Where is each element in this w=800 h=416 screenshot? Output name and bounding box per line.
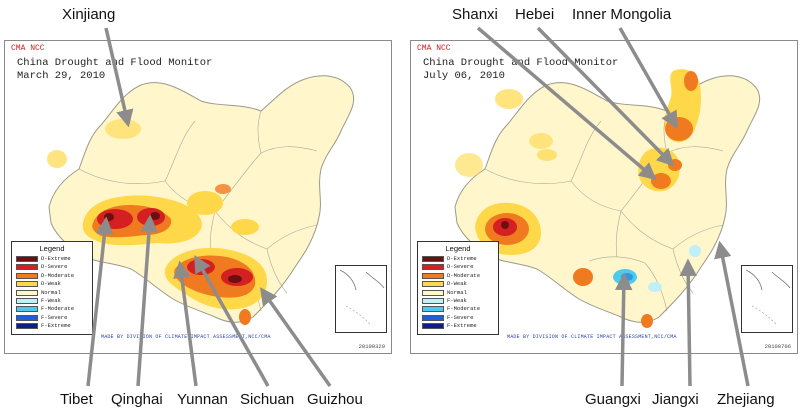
legend-swatch	[422, 264, 444, 271]
inset-map	[339, 269, 385, 325]
legend-swatch	[422, 281, 444, 288]
legend-item-d-weak: D-Weak	[422, 280, 496, 288]
legend-item-f-moderate: F-Moderate	[422, 305, 496, 313]
legend-label: D-Severe	[447, 263, 474, 271]
label-tibet: Tibet	[60, 391, 93, 408]
legend-label: F-Severe	[41, 313, 68, 321]
legend-swatch	[16, 298, 38, 304]
legend-item-f-weak: F-Weak	[422, 297, 496, 305]
label-hebei: Hebei	[515, 6, 555, 23]
label-guizhou: Guizhou	[307, 391, 363, 408]
map-panel-march: CMA NCC China Drought and Flood Monitor …	[4, 40, 392, 354]
label-xinjiang: Xinjiang	[62, 6, 116, 23]
legend-item-f-extreme: F-Extreme	[422, 322, 496, 330]
legend-label: Normal	[41, 288, 61, 296]
legend-title: Legend	[445, 244, 471, 253]
legend-swatch	[16, 281, 38, 288]
legend-item-normal: Normal	[422, 288, 496, 297]
label-zhejiang: Zhejiang	[717, 391, 775, 408]
legend-label: D-Weak	[41, 280, 61, 288]
legend-swatch	[422, 323, 444, 330]
legend-label: D-Severe	[41, 263, 68, 271]
map-title: China Drought and Flood Monitor	[423, 57, 619, 69]
label-sichuan: Sichuan	[240, 391, 295, 408]
legend-swatch	[422, 306, 444, 313]
credit-text: MADE BY DIVISION OF CLIMATE IMPACT ASSES…	[507, 334, 677, 340]
agency-logo-text: CMA NCC	[417, 44, 451, 53]
legend-label: F-Weak	[41, 297, 61, 304]
label-yunnan: Yunnan	[177, 391, 228, 408]
label-jiangxi: Jiangxi	[652, 391, 699, 408]
label-inner-mongolia: Inner Mongolia	[572, 6, 672, 23]
legend-swatch	[422, 298, 444, 304]
legend-item-normal: Normal	[16, 288, 90, 297]
legend-swatch	[16, 264, 38, 271]
legend-swatch	[422, 256, 444, 262]
legend-swatch	[16, 256, 38, 262]
legend-label: F-Extreme	[447, 322, 477, 330]
legend-swatch	[16, 272, 38, 279]
legend-label: D-Extreme	[41, 255, 71, 262]
legend-swatch	[16, 306, 38, 313]
legend-swatch	[422, 289, 444, 296]
legend-label: F-Severe	[447, 313, 474, 321]
legend-label: F-Weak	[447, 297, 467, 304]
legend-swatch	[16, 323, 38, 330]
legend-item-f-moderate: F-Moderate	[16, 305, 90, 313]
legend-label: D-Moderate	[41, 271, 75, 279]
label-shanxi: Shanxi	[452, 6, 498, 23]
date-code: 20100329	[358, 343, 385, 350]
legend-item-f-weak: F-Weak	[16, 297, 90, 305]
legend-item-d-extreme: D-Extreme	[16, 255, 90, 263]
legend-label: D-Moderate	[447, 271, 481, 279]
legend-label: Normal	[447, 288, 467, 296]
legend: Legend D-Extreme D-Severe D-Moderate D-Weak…	[11, 241, 93, 335]
map-title: China Drought and Flood Monitor	[17, 57, 213, 69]
south-china-sea-inset	[741, 265, 793, 333]
legend-label: F-Moderate	[41, 305, 75, 313]
china-outline	[454, 75, 761, 323]
legend-label: F-Extreme	[41, 322, 71, 330]
credit-text: MADE BY DIVISION OF CLIMATE IMPACT ASSES…	[101, 334, 271, 340]
map-date: July 06, 2010	[423, 70, 505, 82]
label-guangxi: Guangxi	[585, 391, 641, 408]
south-china-sea-inset	[335, 265, 387, 333]
legend-item-d-moderate: D-Moderate	[422, 271, 496, 280]
legend-title: Legend	[39, 244, 65, 253]
legend-label: D-Extreme	[447, 255, 477, 262]
legend-swatch	[16, 289, 38, 296]
legend-label: F-Moderate	[447, 305, 481, 313]
agency-logo-text: CMA NCC	[11, 44, 45, 53]
legend-item-d-extreme: D-Extreme	[422, 255, 496, 263]
legend-swatch	[422, 272, 444, 279]
inset-map	[745, 269, 791, 325]
legend-swatch	[422, 314, 444, 321]
legend-item-f-severe: F-Severe	[16, 313, 90, 322]
legend-swatch	[16, 314, 38, 321]
legend-label: D-Weak	[447, 280, 467, 288]
label-qinghai: Qinghai	[111, 391, 163, 408]
legend-item-d-severe: D-Severe	[422, 263, 496, 271]
legend-item-f-extreme: F-Extreme	[16, 322, 90, 330]
legend: Legend D-Extreme D-Severe D-Moderate D-Weak…	[417, 241, 499, 335]
date-code: 20100706	[764, 343, 791, 350]
legend-item-d-moderate: D-Moderate	[16, 271, 90, 280]
legend-item-d-weak: D-Weak	[16, 280, 90, 288]
map-panel-july: CMA NCC China Drought and Flood Monitor …	[410, 40, 798, 354]
legend-item-f-severe: F-Severe	[422, 313, 496, 322]
map-date: March 29, 2010	[17, 70, 106, 82]
legend-item-d-severe: D-Severe	[16, 263, 90, 271]
